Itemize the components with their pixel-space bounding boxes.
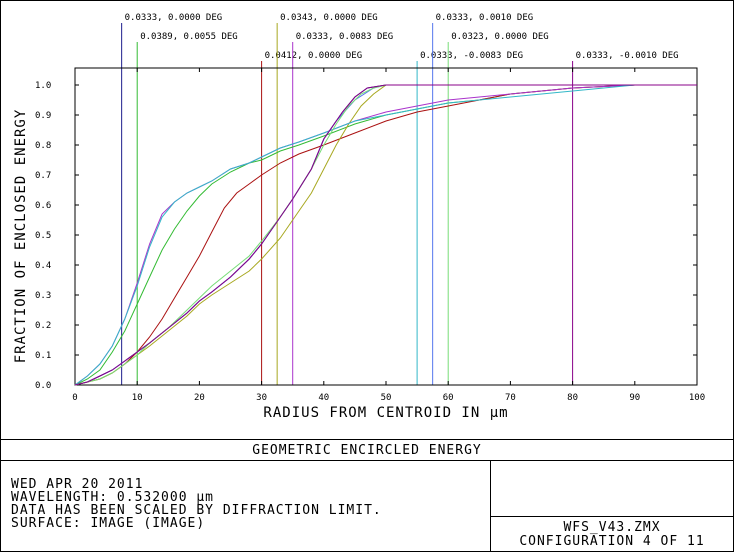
x-tick-label: 30 bbox=[256, 393, 267, 403]
y-tick-label: 0.9 bbox=[35, 111, 51, 121]
legend-label-9: 0.0333, -0.0010 DEG bbox=[576, 51, 679, 61]
y-tick-label: 0.1 bbox=[35, 351, 51, 361]
date-text: WED APR 20 2011 bbox=[11, 477, 144, 492]
axis-ticks: 0 10 20 30 40 50 60 70 80 90 100 0.0 0.1 0.2 0.3 0.4 0.5… bbox=[35, 68, 705, 403]
series-line-8 bbox=[74, 84, 697, 386]
x-tick-label: 0 bbox=[72, 393, 77, 403]
y-tick-label: 0.8 bbox=[35, 141, 51, 151]
y-tick-label: 0.7 bbox=[35, 171, 51, 181]
scaling-text: DATA HAS BEEN SCALED BY DIFFRACTION LIMI… bbox=[11, 503, 382, 518]
x-tick-label: 90 bbox=[629, 393, 640, 403]
x-tick-label: 50 bbox=[381, 393, 392, 403]
series-line-1 bbox=[74, 84, 697, 386]
legend-label-8: 0.0323, 0.0000 DEG bbox=[451, 32, 549, 42]
y-tick-label: 1.0 bbox=[35, 81, 51, 91]
surface-text: SURFACE: IMAGE (IMAGE) bbox=[11, 516, 206, 531]
y-tick-label: 0.2 bbox=[35, 321, 51, 331]
chart-title: GEOMETRIC ENCIRCLED ENERGY bbox=[252, 443, 482, 458]
legend: 0.0333, 0.0000 DEG 0.0389, 0.0055 DEG 0.04… bbox=[121, 13, 679, 385]
legend-label-7: 0.0333, 0.0010 DEG bbox=[436, 13, 534, 23]
configuration-text: CONFIGURATION 4 OF 11 bbox=[519, 534, 705, 549]
x-tick-label: 20 bbox=[194, 393, 205, 403]
series-line-4 bbox=[74, 84, 697, 386]
y-axis-label: FRACTION OF ENCLOSED ENERGY bbox=[13, 109, 29, 364]
wavelength-text: WAVELENGTH: 0.532000 µm bbox=[11, 490, 215, 505]
y-tick-label: 0.4 bbox=[35, 261, 51, 271]
file-box: WFS_V43.ZMX CONFIGURATION 4 OF 11 bbox=[491, 516, 733, 552]
series-line-6 bbox=[74, 84, 697, 386]
y-tick-label: 0.3 bbox=[35, 291, 51, 301]
x-tick-label: 40 bbox=[318, 393, 329, 403]
x-tick-label: 70 bbox=[505, 393, 516, 403]
title-bar: GEOMETRIC ENCIRCLED ENERGY bbox=[1, 439, 733, 461]
series-line-2 bbox=[74, 84, 697, 386]
series-line-9 bbox=[74, 84, 697, 386]
series-line-7 bbox=[74, 84, 697, 386]
y-tick-label: 0.0 bbox=[35, 381, 51, 391]
file-name: WFS_V43.ZMX bbox=[563, 520, 661, 535]
legend-label-4: 0.0343, 0.0000 DEG bbox=[280, 13, 378, 23]
x-tick-label: 60 bbox=[443, 393, 454, 403]
series-line-3 bbox=[74, 84, 697, 386]
legend-label-1: 0.0333, 0.0000 DEG bbox=[125, 13, 223, 23]
x-tick-label: 80 bbox=[567, 393, 578, 403]
legend-label-3: 0.0412, 0.0000 DEG bbox=[265, 51, 363, 61]
info-box: WED APR 20 2011 WAVELENGTH: 0.532000 µm … bbox=[1, 460, 491, 551]
x-tick-label: 10 bbox=[132, 393, 143, 403]
legend-label-5: 0.0333, 0.0083 DEG bbox=[296, 32, 394, 42]
series-line-5 bbox=[74, 84, 697, 386]
legend-label-2: 0.0389, 0.0055 DEG bbox=[140, 32, 238, 42]
x-axis-label: RADIUS FROM CENTROID IN µm bbox=[263, 405, 508, 421]
legend-label-6: 0.0333, -0.0083 DEG bbox=[420, 51, 523, 61]
y-tick-label: 0.6 bbox=[35, 201, 51, 211]
series-lines bbox=[74, 84, 697, 386]
x-tick-label: 100 bbox=[689, 393, 705, 403]
plot-area bbox=[74, 67, 698, 386]
y-tick-label: 0.5 bbox=[35, 231, 51, 241]
